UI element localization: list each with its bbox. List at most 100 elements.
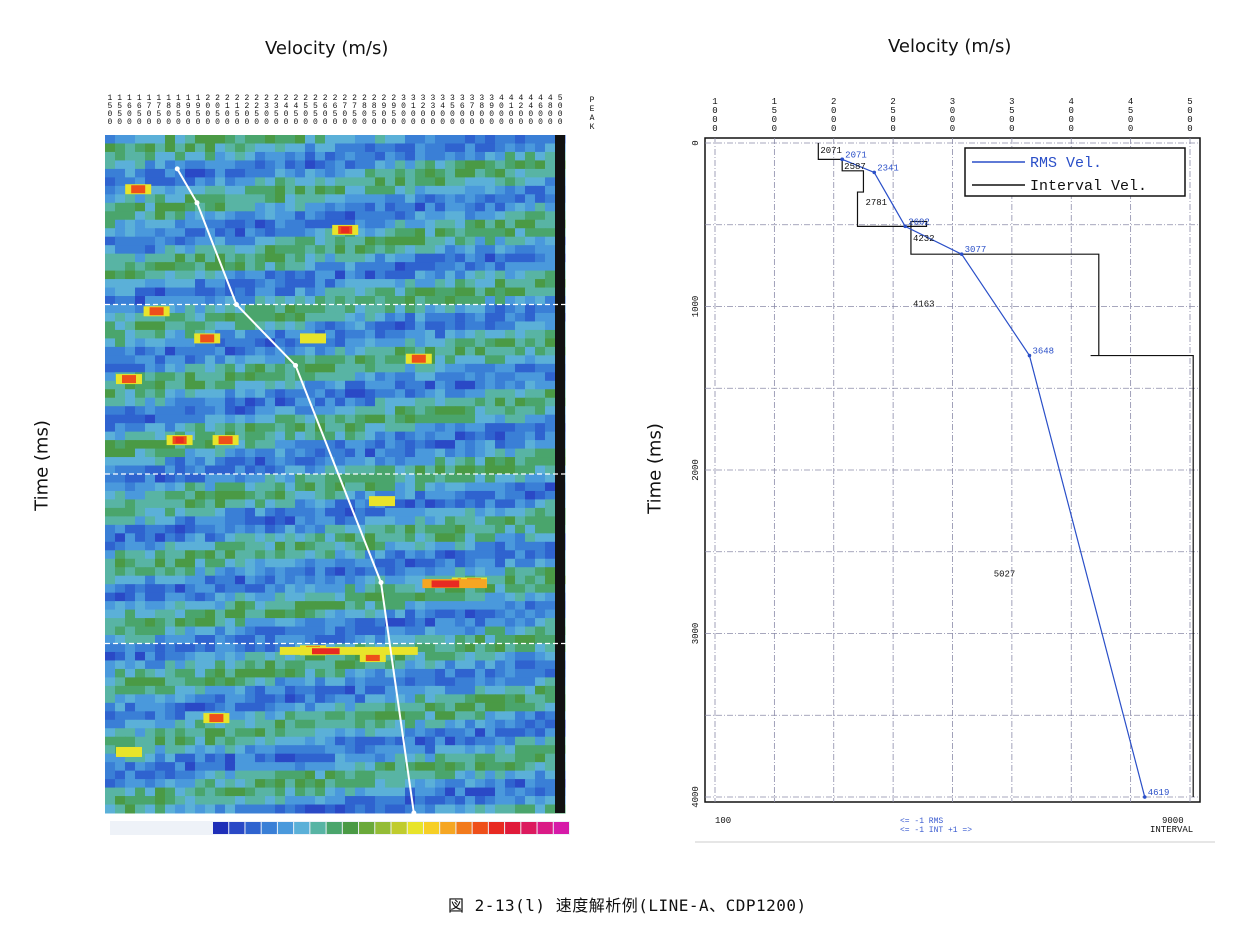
spectrum-cell (255, 177, 266, 187)
spectrum-cell (245, 499, 256, 509)
spectrum-cell (495, 643, 506, 653)
spectrum-cell (315, 321, 326, 331)
spectrum-cell (345, 711, 356, 721)
spectrum-cell (235, 262, 246, 272)
spectrum-cell (275, 550, 286, 560)
spectrum-cell (495, 482, 506, 492)
spectrum-cell (515, 262, 526, 272)
spectrum-cell (335, 355, 346, 365)
spectrum-cell (305, 321, 316, 331)
spectrum-cell (365, 397, 376, 407)
spectrum-cell (335, 524, 346, 534)
spectrum-cell (265, 329, 276, 339)
spectrum-cell (155, 338, 166, 348)
spectrum-cell (315, 677, 326, 687)
spectrum-cell (115, 643, 126, 653)
spectrum-cell (215, 338, 226, 348)
x-tick-label: 2 (352, 94, 357, 103)
spectrum-cell (175, 329, 186, 339)
spectrum-cell (425, 516, 436, 526)
spectrum-cell (215, 143, 226, 153)
spectrum-cell (305, 414, 316, 424)
spectrum-cell (465, 796, 476, 806)
spectrum-cell (285, 202, 296, 212)
spectrum-cell (465, 423, 476, 433)
spectrum-cell (155, 474, 166, 483)
spectrum-cell (295, 185, 306, 195)
spectrum-cell (395, 651, 406, 661)
spectrum-cell (535, 219, 546, 229)
spectrum-cell (305, 279, 316, 289)
spectrum-cell (285, 499, 296, 509)
x-tick-label: 3 (440, 94, 445, 103)
spectrum-cell (425, 279, 436, 289)
spectrum-cell (225, 694, 236, 704)
spectrum-cell (475, 312, 486, 322)
colorbar-swatch (440, 822, 456, 834)
spectrum-cell (325, 796, 336, 806)
spectrum-cell (545, 474, 556, 483)
spectrum-cell (375, 355, 386, 365)
spectrum-cell (115, 719, 126, 729)
spectrum-cell (215, 160, 226, 170)
spectrum-cell (345, 507, 356, 517)
spectrum-cell (425, 558, 436, 568)
spectrum-cell (375, 668, 386, 678)
spectrum-cell (325, 380, 336, 390)
spectrum-cell (475, 567, 486, 577)
spectrum-cell (295, 558, 306, 568)
spectrum-cell (375, 550, 386, 560)
spectrum-cell (135, 397, 146, 407)
spectrum-cell (455, 372, 466, 382)
spectrum-cell (335, 177, 346, 187)
spectrum-cell (175, 507, 186, 517)
spectrum-cell (255, 448, 266, 458)
spectrum-cell (205, 779, 216, 789)
spectrum-cell (425, 448, 436, 458)
spectrum-cell (345, 321, 356, 331)
spectrum-cell (245, 143, 256, 153)
spectrum-cell (505, 448, 516, 458)
spectrum-cell (475, 601, 486, 611)
spectrum-cell (525, 389, 536, 399)
spectrum-cell (295, 541, 306, 551)
spectrum-cell (435, 482, 446, 492)
spectrum-cell (395, 329, 406, 339)
spectrum-cell (205, 219, 216, 229)
spectrum-cell (485, 796, 496, 806)
spectrum-cell (355, 219, 366, 229)
spectrum-cell (305, 804, 316, 814)
spectrum-cell (145, 694, 156, 704)
spectrum-cell (195, 431, 206, 441)
spectrum-cell (215, 601, 226, 611)
rms-velocity-point (872, 170, 877, 175)
spectrum-cell (545, 287, 556, 297)
spectrum-cell (495, 431, 506, 441)
spectrum-cell (435, 753, 446, 763)
spectrum-cell (485, 584, 496, 594)
spectrum-cell (295, 533, 306, 543)
spectrum-cell (255, 253, 266, 263)
spectrum-cell (475, 270, 486, 280)
x-tick-label: 0 (323, 110, 328, 119)
spectrum-cell (375, 338, 386, 348)
spectrum-cell (535, 228, 546, 238)
spectrum-cell (515, 160, 526, 170)
spectrum-cell (455, 490, 466, 500)
spectrum-cell (335, 482, 346, 492)
spectrum-cell (235, 414, 246, 424)
spectrum-cell (285, 414, 296, 424)
spectrum-cell (235, 312, 246, 322)
spectrum-cell (375, 177, 386, 187)
spectrum-cell (385, 677, 396, 687)
colorbar-swatch (423, 822, 440, 834)
spectrum-cell (515, 312, 526, 322)
x-tick-label: 5 (107, 102, 112, 111)
spectrum-cell (155, 779, 166, 789)
spectrum-cell (115, 702, 126, 712)
spectrum-cell (165, 592, 176, 602)
spectrum-cell (185, 584, 196, 594)
spectrum-cell (235, 465, 246, 475)
spectrum-cell (185, 762, 196, 772)
spectrum-cell (405, 135, 416, 144)
